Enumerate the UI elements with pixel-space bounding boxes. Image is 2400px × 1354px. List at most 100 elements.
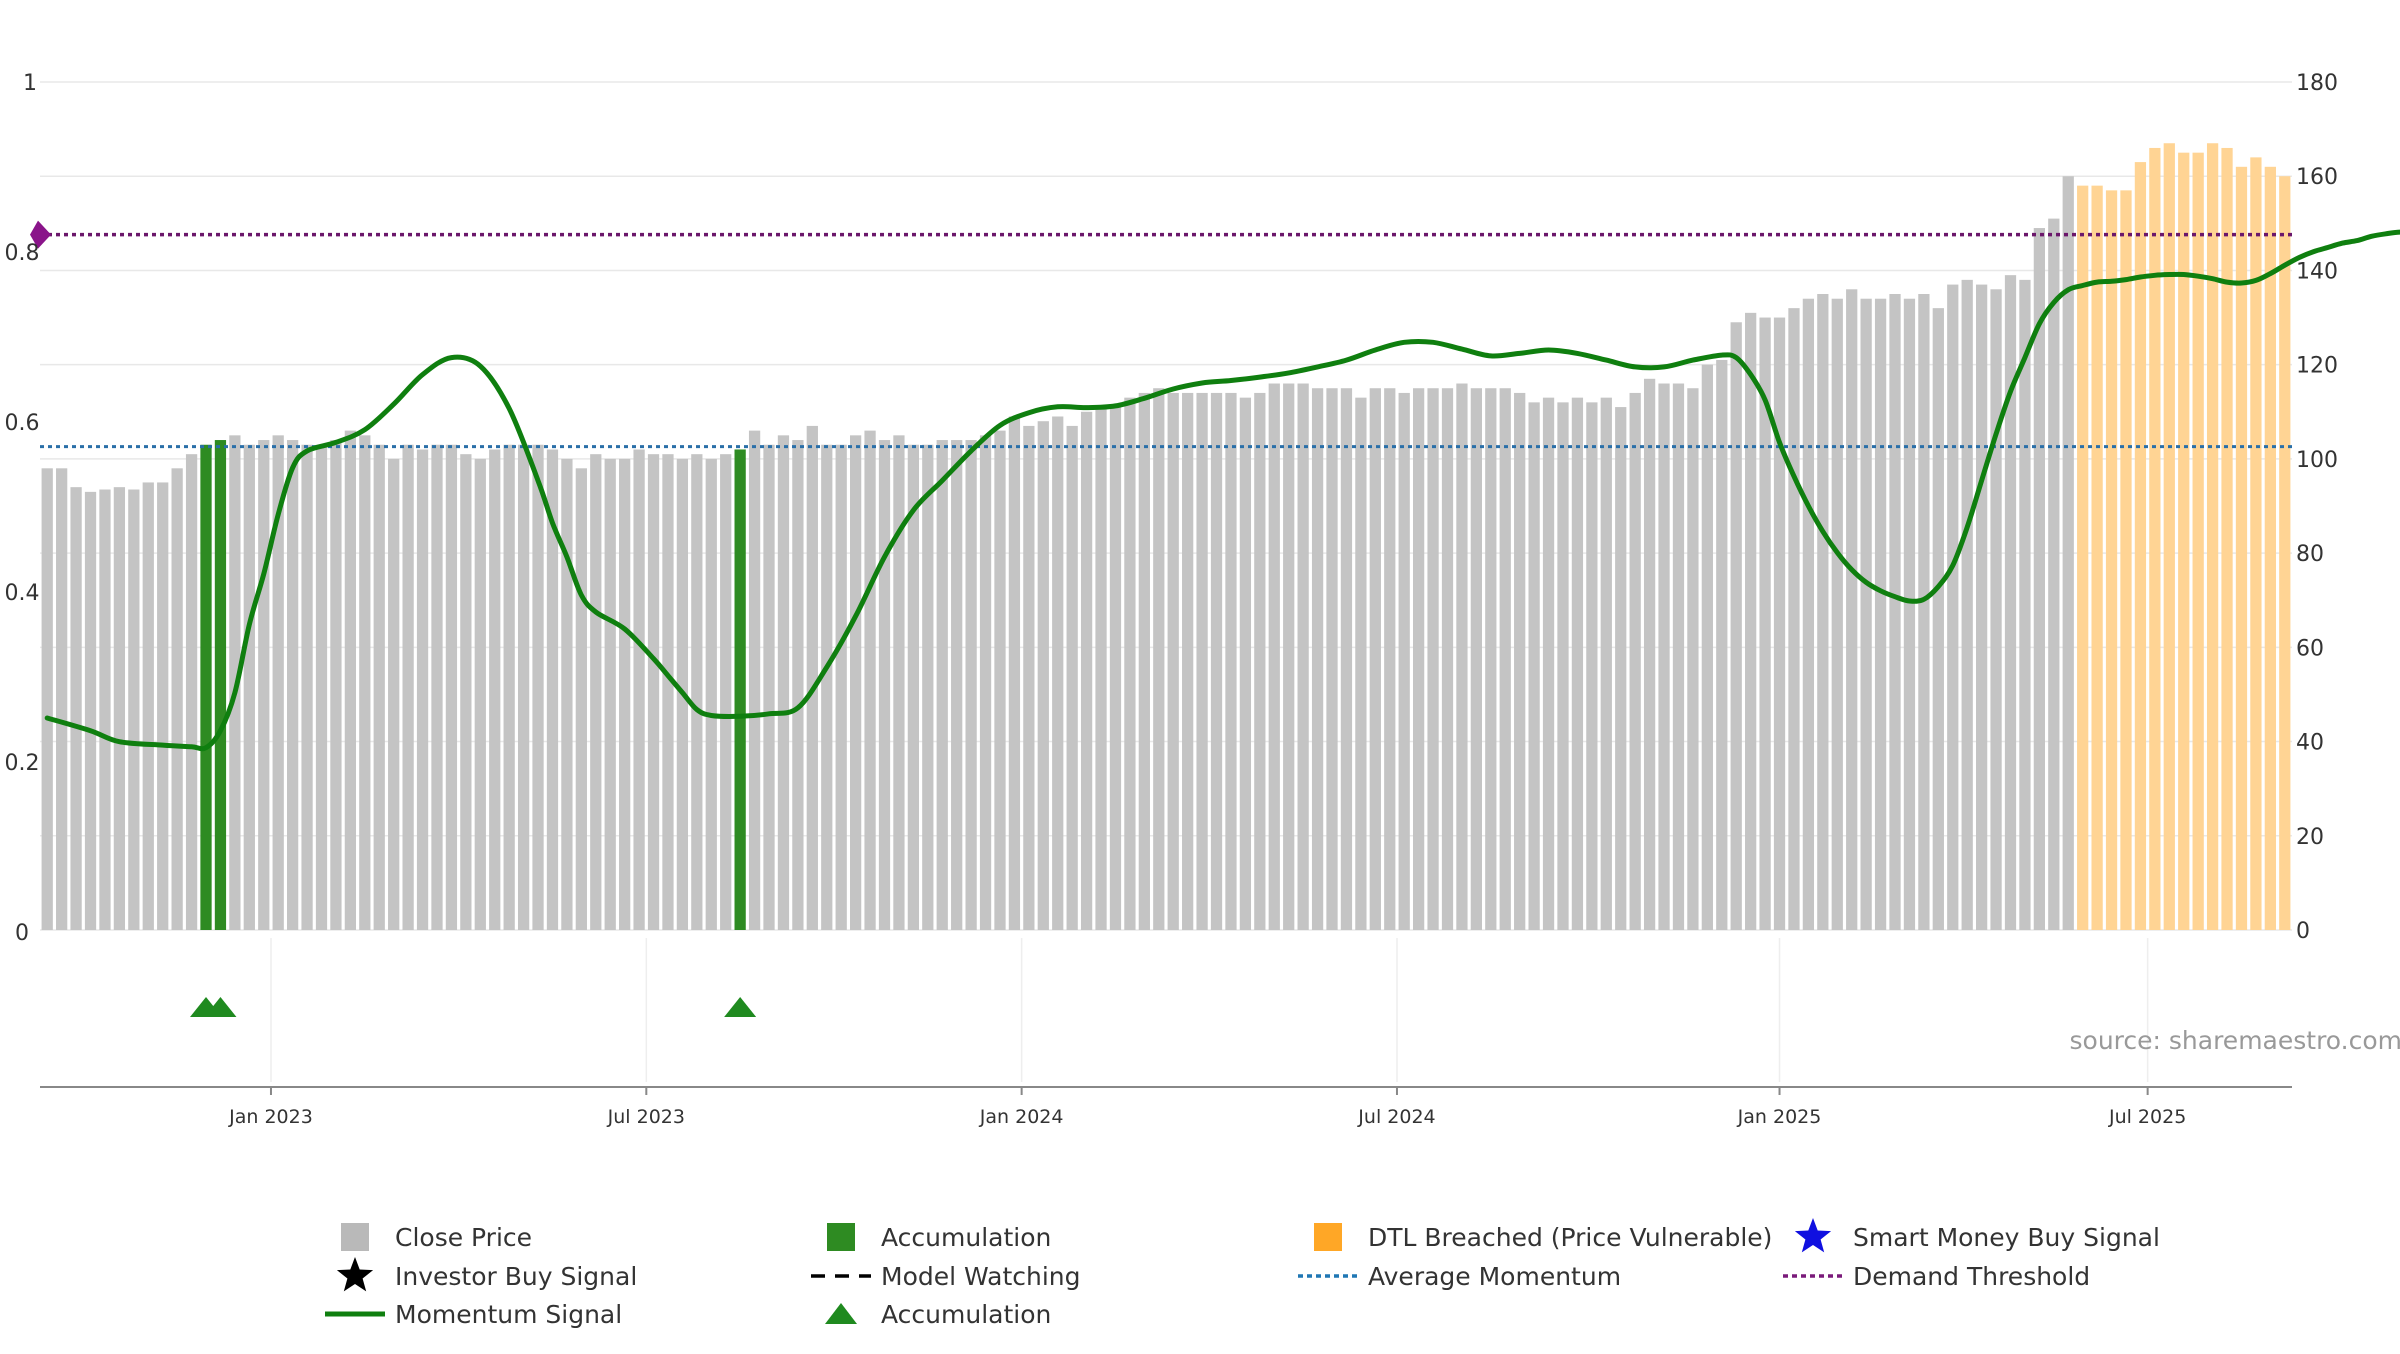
close-price-bar	[1442, 388, 1453, 930]
close-price-bar	[359, 435, 370, 930]
close-price-bar	[807, 426, 818, 930]
close-price-bar	[879, 440, 890, 930]
close-price-bar	[633, 449, 644, 930]
close-price-bar	[662, 454, 673, 930]
x-tick-label: Jul 2024	[1357, 1106, 1435, 1128]
close-price-bar	[893, 435, 904, 930]
close-price-bar	[1933, 308, 1944, 930]
close-price-bar	[1399, 393, 1410, 930]
close-price-bar	[1788, 308, 1799, 930]
y-right-tick: 0	[2296, 919, 2310, 944]
close-price-bar	[1168, 393, 1179, 930]
dtl-breached-bar	[2207, 143, 2218, 930]
close-price-bar	[1962, 280, 1973, 930]
close-price-bar	[1572, 398, 1583, 930]
close-price-bar	[374, 445, 385, 930]
close-price-bar	[1456, 384, 1467, 930]
close-price-bar	[1052, 416, 1063, 930]
close-price-bar	[605, 459, 616, 930]
close-price-bar	[1312, 388, 1323, 930]
close-price-bar	[42, 468, 53, 930]
y-left-tick: 0.8	[5, 241, 40, 266]
x-tick-label: Jan 2024	[979, 1106, 1064, 1128]
legend-item: Average Momentum	[1298, 1262, 1621, 1291]
close-price-bar	[1644, 379, 1655, 930]
close-price-bar	[1038, 421, 1049, 930]
close-price-bar	[1009, 416, 1020, 930]
close-price-bar	[706, 459, 717, 930]
dtl-breached-bar	[2221, 148, 2232, 930]
y-left-tick: 0	[15, 921, 29, 946]
close-price-bar	[965, 440, 976, 930]
close-price-bar	[1947, 285, 1958, 930]
close-price-bar	[561, 459, 572, 930]
x-tick-label: Jan 2025	[1737, 1106, 1822, 1128]
dtl-breached-bar	[2164, 143, 2175, 930]
close-price-bar	[1067, 426, 1078, 930]
close-price-bar	[1225, 393, 1236, 930]
legend-item: Model Watching	[811, 1262, 1081, 1291]
close-price-bar	[720, 454, 731, 930]
dtl-breached-bar	[2250, 157, 2261, 930]
close-price-bar	[1413, 388, 1424, 930]
accumulation-bar	[200, 445, 211, 930]
close-price-bar	[1095, 407, 1106, 930]
legend-triangle-icon	[825, 1303, 857, 1324]
close-price-bar	[1889, 294, 1900, 930]
close-price-bar	[1832, 299, 1843, 930]
close-price-bar	[1023, 426, 1034, 930]
legend-item: Accumulation	[825, 1300, 1051, 1329]
close-price-bar	[648, 454, 659, 930]
close-price-bar	[1731, 322, 1742, 930]
close-price-bar	[489, 449, 500, 930]
legend-item: Momentum Signal	[325, 1300, 622, 1329]
legend-label: DTL Breached (Price Vulnerable)	[1368, 1223, 1772, 1252]
close-price-bar	[99, 490, 110, 930]
close-price-bar	[1803, 299, 1814, 930]
close-price-bar	[1240, 398, 1251, 930]
close-price-bar	[763, 445, 774, 930]
close-price-bar	[460, 454, 471, 930]
close-price-bar	[287, 440, 298, 930]
close-price-bar	[1601, 398, 1612, 930]
legend-label: Model Watching	[881, 1262, 1081, 1291]
y-left-tick: 0.6	[5, 411, 40, 436]
close-price-bar	[1615, 407, 1626, 930]
close-price-bar	[1875, 299, 1886, 930]
close-price-bar	[1326, 388, 1337, 930]
legend-label: Accumulation	[881, 1223, 1051, 1252]
dtl-breached-bar	[2178, 153, 2189, 930]
close-price-bar	[1471, 388, 1482, 930]
close-price-bar	[1182, 393, 1193, 930]
legend-item: Smart Money Buy Signal	[1795, 1218, 2160, 1252]
close-price-bar	[778, 435, 789, 930]
legend-label: Momentum Signal	[395, 1300, 622, 1329]
legend-item: DTL Breached (Price Vulnerable)	[1314, 1223, 1772, 1252]
close-price-bar	[1976, 285, 1987, 930]
close-price-bar	[446, 445, 457, 930]
close-price-bar	[1702, 365, 1713, 930]
close-price-bar	[504, 445, 515, 930]
y-right-tick: 180	[2296, 71, 2338, 96]
close-price-bar	[1081, 412, 1092, 930]
legend-label: Accumulation	[881, 1300, 1051, 1329]
legend-item: Accumulation	[827, 1223, 1051, 1252]
y-right-tick: 40	[2296, 731, 2324, 756]
close-price-bar	[821, 445, 832, 930]
dtl-breached-bar	[2279, 176, 2290, 930]
dtl-breached-bar	[2149, 148, 2160, 930]
dtl-breached-bar	[2091, 186, 2102, 930]
source-label: source: sharemaestro.com	[2070, 1026, 2400, 1055]
close-price-bar	[1658, 384, 1669, 930]
close-price-bar	[1211, 393, 1222, 930]
x-tick-label: Jul 2023	[607, 1106, 685, 1128]
momentum-signal-line	[47, 230, 2400, 749]
close-price-bar	[1384, 388, 1395, 930]
y-left-tick: 0.2	[5, 751, 40, 776]
close-price-bar	[1774, 318, 1785, 930]
accumulation-bar	[215, 440, 226, 930]
close-price-bar	[172, 468, 183, 930]
close-price-bar	[1283, 384, 1294, 930]
close-price-bar	[316, 445, 327, 930]
